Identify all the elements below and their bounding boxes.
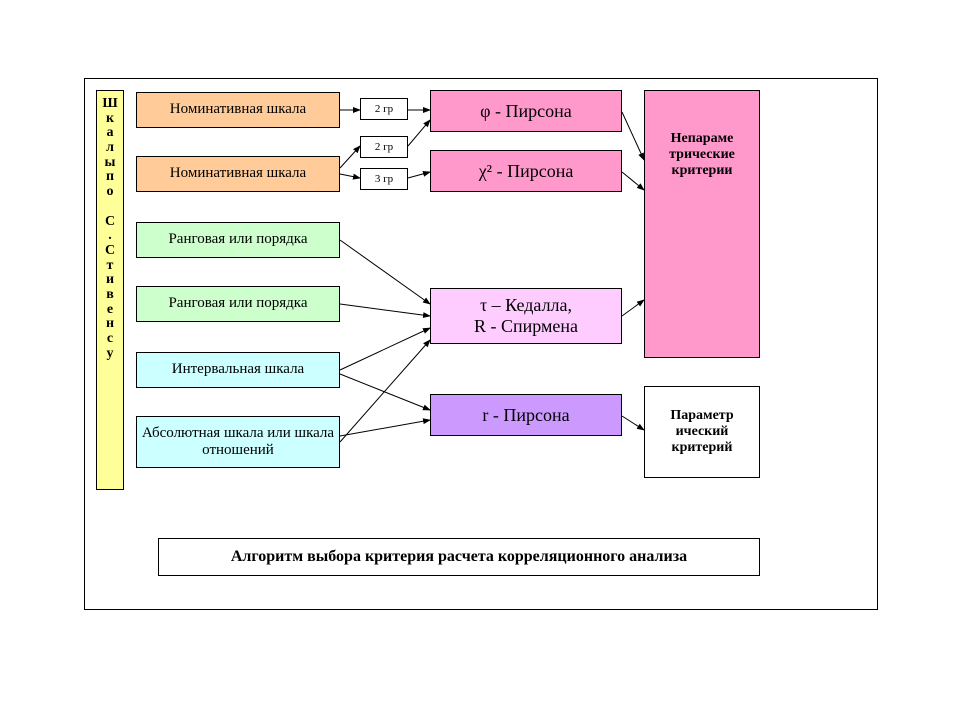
scale-nominative-2: Номинативная шкала — [136, 156, 340, 192]
diagram-stage: Шкалыпо С.Стивенсу Номинативная шкала Но… — [0, 0, 960, 720]
group-count-box-1: 2 гр — [360, 98, 408, 120]
criterion-phi-pearson: φ - Пирсона — [430, 90, 622, 132]
criterion-label: φ - Пирсона — [480, 101, 572, 122]
group-count-box-3: 3 гр — [360, 168, 408, 190]
title-text: Алгоритм выбора критерия расчета корреля… — [231, 548, 687, 566]
scale-label: Номинативная шкала — [170, 101, 306, 118]
criterion-r-pearson: r - Пирсона — [430, 394, 622, 436]
scale-rank-2: Ранговая или порядка — [136, 286, 340, 322]
criterion-kendall-spearman: τ – Кедалла,R - Спирмена — [430, 288, 622, 344]
panel-label: Непараметрическиекритерии — [669, 131, 735, 179]
criterion-label: τ – Кедалла,R - Спирмена — [474, 295, 578, 336]
group-count-label: 2 гр — [375, 103, 393, 116]
scale-nominative-1: Номинативная шкала — [136, 92, 340, 128]
scale-interval: Интервальная шкала — [136, 352, 340, 388]
diagram-title: Алгоритм выбора критерия расчета корреля… — [158, 538, 760, 576]
criterion-chi2-pearson: χ² - Пирсона — [430, 150, 622, 192]
panel-nonparametric: Непараметрическиекритерии — [644, 90, 760, 358]
scale-rank-1: Ранговая или порядка — [136, 222, 340, 258]
scale-label: Номинативная шкала — [170, 165, 306, 182]
scale-label: Ранговая или порядка — [168, 295, 307, 312]
group-count-label: 2 гр — [375, 141, 393, 154]
group-count-label: 3 гр — [375, 173, 393, 186]
scale-label: Интервальная шкала — [172, 361, 304, 378]
vertical-axis-label: Шкалыпо С.Стивенсу — [96, 90, 124, 490]
group-count-box-2: 2 гр — [360, 136, 408, 158]
scale-label: Ранговая или порядка — [168, 231, 307, 248]
scale-absolute: Абсолютная шкала или шкала отношений — [136, 416, 340, 468]
criterion-label: χ² - Пирсона — [479, 161, 574, 182]
panel-label: Параметрическийкритерий — [670, 408, 733, 456]
panel-parametric: Параметрическийкритерий — [644, 386, 760, 478]
criterion-label: r - Пирсона — [482, 405, 569, 426]
scale-label: Абсолютная шкала или шкала отношений — [141, 425, 335, 460]
